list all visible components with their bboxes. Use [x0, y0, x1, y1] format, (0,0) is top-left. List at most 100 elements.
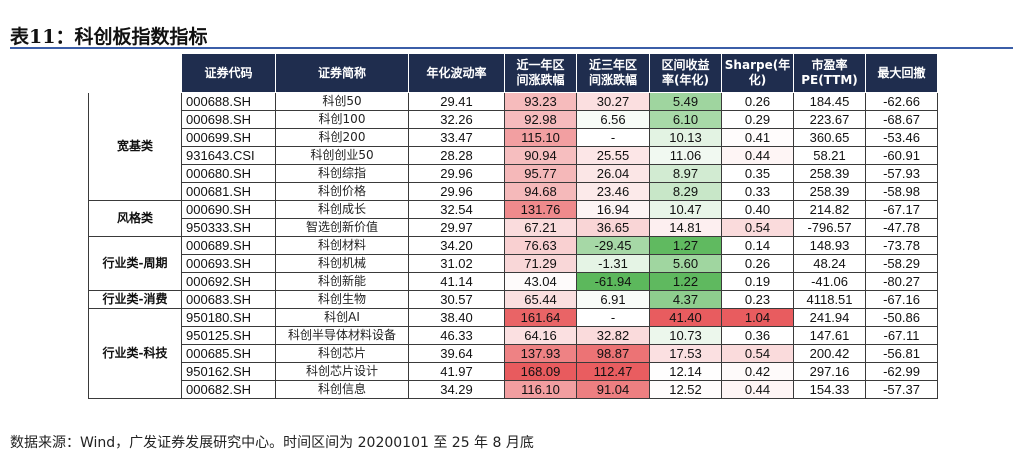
y1-cell: 116.10 — [504, 380, 577, 399]
mdd-cell: -50.86 — [865, 308, 938, 327]
table-row: 行业类-周期 000689.SH 科创材料 34.20 76.63 -29.45 1.27 0… — [88, 236, 938, 291]
code-cell: 000692.SH — [181, 272, 276, 291]
table-row: 950125.SH 科创半导体材料设备 46.33 64.16 32.82 10.73 0.… — [89, 326, 938, 345]
y1-cell: 95.77 — [504, 164, 577, 183]
header-row: 证券代码 证券简称 年化波动率 近一年区 间涨跌幅 近三年区 间涨跌幅 区间收益 率(年化) Sh… — [88, 53, 938, 93]
pe-cell: 297.16 — [793, 362, 866, 381]
header-pe-ttm: 市盈率 PE(TTM) — [793, 53, 866, 93]
vol-cell: 33.47 — [408, 128, 505, 147]
header-name: 证券简称 — [275, 53, 409, 93]
y3-cell: 6.56 — [576, 110, 650, 129]
ret-cell: 41.40 — [649, 308, 722, 327]
header-annualized-return: 区间收益 率(年化) — [649, 53, 722, 93]
pe-cell: 4118.51 — [793, 290, 866, 309]
vol-cell: 34.20 — [408, 236, 505, 255]
vol-cell: 41.97 — [408, 362, 505, 381]
category-cell: 行业类-科技 — [88, 308, 182, 399]
header-one-year-return: 近一年区 间涨跌幅 — [504, 53, 577, 93]
table-row: 风格类 000690.SH 科创成长 32.54 131.76 16.94 10.47 0.4… — [88, 200, 938, 237]
mdd-cell: -60.91 — [865, 146, 938, 165]
ret-cell: 1.22 — [649, 272, 722, 291]
title-underline — [10, 47, 1013, 49]
table-row: 行业类-消费 000683.SH 科创生物 30.57 65.44 6.91 4.37 0.2… — [88, 290, 938, 309]
name-cell: 科创100 — [275, 110, 409, 129]
code-cell: 950180.SH — [181, 308, 276, 327]
pe-cell: -41.06 — [793, 272, 866, 291]
name-cell: 科创材料 — [275, 236, 409, 255]
ret-cell: 5.60 — [649, 254, 722, 273]
y3-cell: 25.55 — [576, 146, 650, 165]
code-cell: 000690.SH — [181, 200, 276, 219]
table-title: 表11：科创板指数指标 — [10, 26, 208, 48]
pe-cell: 360.65 — [793, 128, 866, 147]
y1-cell: 168.09 — [504, 362, 577, 381]
ret-cell: 8.29 — [649, 182, 722, 201]
pe-cell: 147.61 — [793, 326, 866, 345]
y3-cell: 30.27 — [576, 92, 650, 111]
mdd-cell: -57.37 — [865, 380, 938, 399]
y3-cell: 16.94 — [576, 200, 650, 219]
category-cell: 行业类-周期 — [88, 236, 182, 291]
ret-cell: 4.37 — [649, 290, 722, 309]
pe-cell: 48.24 — [793, 254, 866, 273]
name-cell: 智选创新价值 — [275, 218, 409, 237]
ret-cell: 10.13 — [649, 128, 722, 147]
table-row: 950162.SH 科创芯片设计 41.97 168.09 112.47 12.14 0.4… — [89, 362, 938, 381]
pe-cell: 148.93 — [793, 236, 866, 255]
code-cell: 931643.CSI — [181, 146, 276, 165]
name-cell: 科创成长 — [275, 200, 409, 219]
code-cell: 000693.SH — [181, 254, 276, 273]
vol-cell: 39.64 — [408, 344, 505, 363]
ret-cell: 14.81 — [649, 218, 722, 237]
vol-cell: 28.28 — [408, 146, 505, 165]
y3-cell: 32.82 — [576, 326, 650, 345]
y1-cell: 76.63 — [504, 236, 577, 255]
sharpe-cell: 0.44 — [721, 380, 794, 399]
header-three-year-return: 近三年区 间涨跌幅 — [576, 53, 650, 93]
sharpe-cell: 0.54 — [721, 344, 794, 363]
code-cell: 950333.SH — [181, 218, 276, 237]
sharpe-cell: 0.36 — [721, 326, 794, 345]
name-cell: 科创创业50 — [275, 146, 409, 165]
y3-cell: 36.65 — [576, 218, 650, 237]
vol-cell: 29.41 — [408, 92, 505, 111]
vol-cell: 29.96 — [408, 182, 505, 201]
y1-cell: 161.64 — [504, 308, 577, 327]
y3-cell: -1.31 — [576, 254, 650, 273]
vol-cell: 31.02 — [408, 254, 505, 273]
category-cell: 风格类 — [88, 200, 182, 237]
mdd-cell: -58.29 — [865, 254, 938, 273]
source-footnote: 数据来源：Wind，广发证券发展研究中心。时间区间为 20200101 至 25… — [10, 435, 534, 451]
mdd-cell: -68.67 — [865, 110, 938, 129]
ret-cell: 6.10 — [649, 110, 722, 129]
vol-cell: 41.14 — [408, 272, 505, 291]
header-volatility: 年化波动率 — [408, 53, 505, 93]
ret-cell: 5.49 — [649, 92, 722, 111]
pe-cell: 200.42 — [793, 344, 866, 363]
name-cell: 科创芯片设计 — [275, 362, 409, 381]
code-cell: 000682.SH — [181, 380, 276, 399]
table-row: 931643.CSI 科创创业50 28.28 90.94 25.55 11.06 0.44… — [89, 146, 938, 165]
y3-cell: 23.46 — [576, 182, 650, 201]
header-sharpe: Sharpe(年 化) — [721, 53, 794, 93]
pe-cell: 58.21 — [793, 146, 866, 165]
pe-cell: 223.67 — [793, 110, 866, 129]
code-cell: 000685.SH — [181, 344, 276, 363]
name-cell: 科创AI — [275, 308, 409, 327]
y1-cell: 64.16 — [504, 326, 577, 345]
vol-cell: 34.29 — [408, 380, 505, 399]
vol-cell: 29.97 — [408, 218, 505, 237]
sharpe-cell: 0.42 — [721, 362, 794, 381]
table-row: 行业类-科技 950180.SH 科创AI 38.40 161.64-41.40 1.04… — [88, 308, 938, 399]
name-cell: 科创芯片 — [275, 344, 409, 363]
sharpe-cell: 0.26 — [721, 92, 794, 111]
table-row: 000685.SH 科创芯片 39.64 137.93 98.87 17.53 0.54 20… — [89, 344, 938, 363]
name-cell: 科创新能 — [275, 272, 409, 291]
name-cell: 科创200 — [275, 128, 409, 147]
y1-cell: 94.68 — [504, 182, 577, 201]
y1-cell: 67.21 — [504, 218, 577, 237]
y3-cell: -29.45 — [576, 236, 650, 255]
name-cell: 科创信息 — [275, 380, 409, 399]
sharpe-cell: 1.04 — [721, 308, 794, 327]
sharpe-cell: 0.41 — [721, 128, 794, 147]
